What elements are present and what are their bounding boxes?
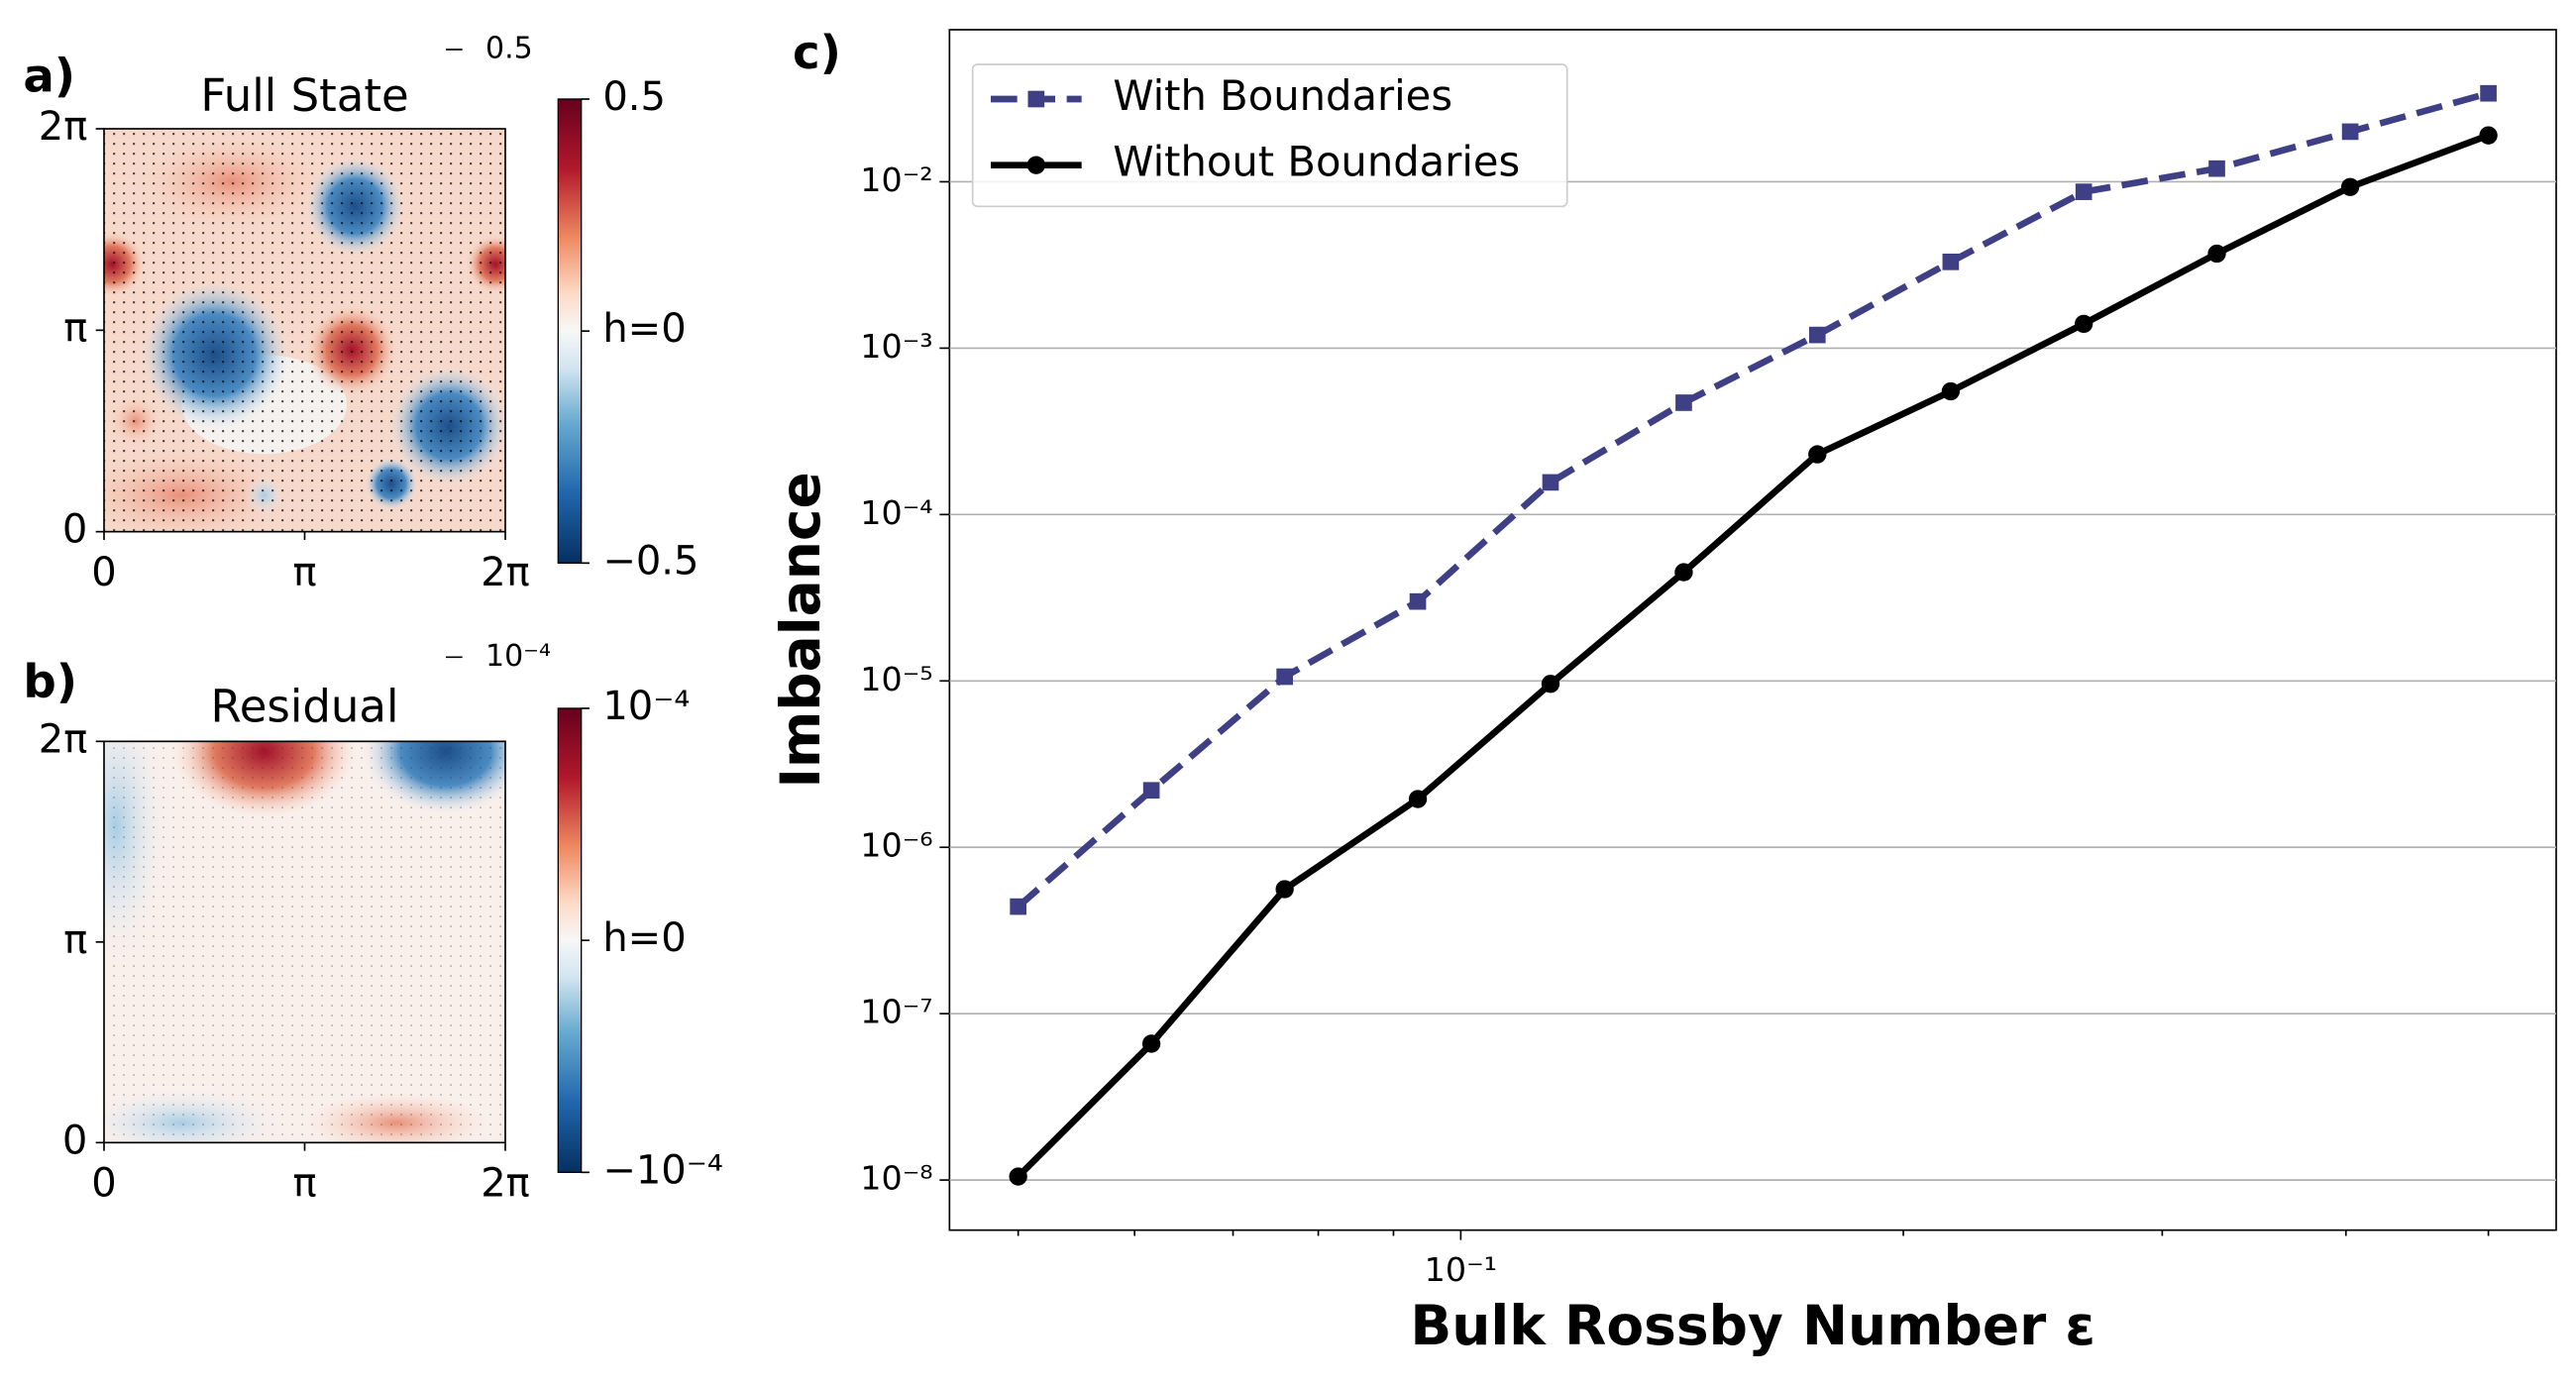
colorbar-tick-label: −10⁻⁴ <box>602 1147 723 1193</box>
colorbar-tick-label: 10⁻⁴ <box>602 684 690 729</box>
quiver-key-label: 0.5 <box>485 32 533 66</box>
panel-title: Residual <box>210 681 398 733</box>
panel-label: b) <box>23 656 77 709</box>
x-tick-label: π <box>292 550 316 595</box>
marker <box>1141 1034 1161 1053</box>
y-tick-label: 10⁻² <box>860 160 932 199</box>
marker <box>2340 177 2360 196</box>
x-tick-label: 2π <box>481 550 530 595</box>
legend-marker <box>1026 156 1045 174</box>
marker <box>2341 123 2359 141</box>
colorbar <box>557 98 583 564</box>
marker <box>1941 381 1961 401</box>
y-tick-label: π <box>63 917 87 963</box>
y-tick-label: 2π <box>39 104 88 150</box>
colorbar-tick-label: 0.5 <box>602 74 666 120</box>
marker <box>2208 160 2225 177</box>
marker <box>2075 183 2093 200</box>
x-axis-label: Bulk Rossby Number ε <box>1410 1294 2095 1357</box>
field-image <box>104 129 505 532</box>
x-tick-label: 0 <box>91 550 116 595</box>
y-tick-label: 10⁻⁴ <box>860 493 932 532</box>
y-tick-label: 10⁻⁶ <box>860 826 932 865</box>
marker <box>1276 668 1293 686</box>
marker <box>1541 675 1560 694</box>
y-tick-label: 0 <box>62 1118 87 1163</box>
y-tick-label: π <box>63 305 87 351</box>
marker <box>2207 244 2226 264</box>
series-line <box>1016 132 2490 1179</box>
x-tick-label: π <box>292 1161 316 1207</box>
marker <box>1808 326 1826 344</box>
y-tick-label: 0 <box>62 507 87 553</box>
marker <box>2074 314 2093 334</box>
panel-label: a) <box>23 51 75 104</box>
y-tick-label: 10⁻³ <box>860 327 932 366</box>
marker <box>1408 790 1428 808</box>
legend-marker <box>1027 90 1045 108</box>
marker <box>1009 1167 1027 1186</box>
x-tick-label: 10⁻¹ <box>1425 1250 1497 1289</box>
y-tick-label: 10⁻⁸ <box>860 1159 932 1198</box>
marker <box>1808 445 1827 464</box>
y-tick-label: 2π <box>39 716 88 762</box>
legend-label: With Boundaries <box>1113 71 1452 120</box>
marker <box>1674 563 1693 582</box>
marker <box>2480 84 2497 102</box>
marker <box>1409 592 1427 610</box>
series-line <box>1016 89 2490 909</box>
y-axis-label: Imbalance <box>769 472 832 788</box>
field-image <box>104 741 505 1143</box>
colorbar-tick-label: h=0 <box>602 915 686 961</box>
colorbar-tick-label: h=0 <box>602 306 686 352</box>
colorbar-tick-label: −0.5 <box>602 538 698 584</box>
marker <box>1275 880 1294 899</box>
marker <box>1010 898 1027 915</box>
quiver-key-label: 10⁻⁴ <box>485 639 551 674</box>
y-tick-label: 10⁻⁵ <box>860 660 932 698</box>
marker <box>1675 394 1692 411</box>
marker <box>1542 474 1559 491</box>
plot-frame <box>948 29 2557 1231</box>
legend-frame <box>971 63 1568 208</box>
panel-title: Full State <box>200 69 408 122</box>
panel-label: c) <box>793 27 841 80</box>
marker <box>2479 126 2498 145</box>
marker <box>1142 782 1160 800</box>
x-tick-label: 0 <box>91 1161 116 1207</box>
x-tick-label: 2π <box>481 1161 530 1207</box>
colorbar <box>557 707 583 1173</box>
marker <box>1942 253 1960 270</box>
legend-label: Without Boundaries <box>1113 138 1520 186</box>
legend: With Boundaries Without Boundaries <box>971 63 1568 208</box>
y-tick-label: 10⁻⁷ <box>860 993 932 1031</box>
